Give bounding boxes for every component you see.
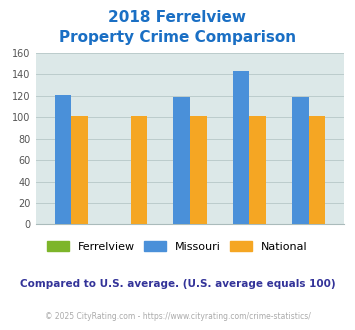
- Bar: [309, 116, 325, 224]
- Legend: Ferrelview, Missouri, National: Ferrelview, Missouri, National: [44, 238, 311, 255]
- Bar: [190, 116, 207, 224]
- Text: Compared to U.S. average. (U.S. average equals 100): Compared to U.S. average. (U.S. average …: [20, 279, 335, 289]
- Bar: [292, 97, 309, 224]
- Bar: [131, 116, 147, 224]
- Text: Property Crime Comparison: Property Crime Comparison: [59, 30, 296, 45]
- Text: 2018 Ferrelview: 2018 Ferrelview: [109, 10, 246, 25]
- Bar: [233, 71, 249, 224]
- Bar: [71, 116, 88, 224]
- Text: © 2025 CityRating.com - https://www.cityrating.com/crime-statistics/: © 2025 CityRating.com - https://www.city…: [45, 312, 310, 321]
- Bar: [55, 95, 71, 224]
- Bar: [249, 116, 266, 224]
- Bar: [173, 97, 190, 224]
